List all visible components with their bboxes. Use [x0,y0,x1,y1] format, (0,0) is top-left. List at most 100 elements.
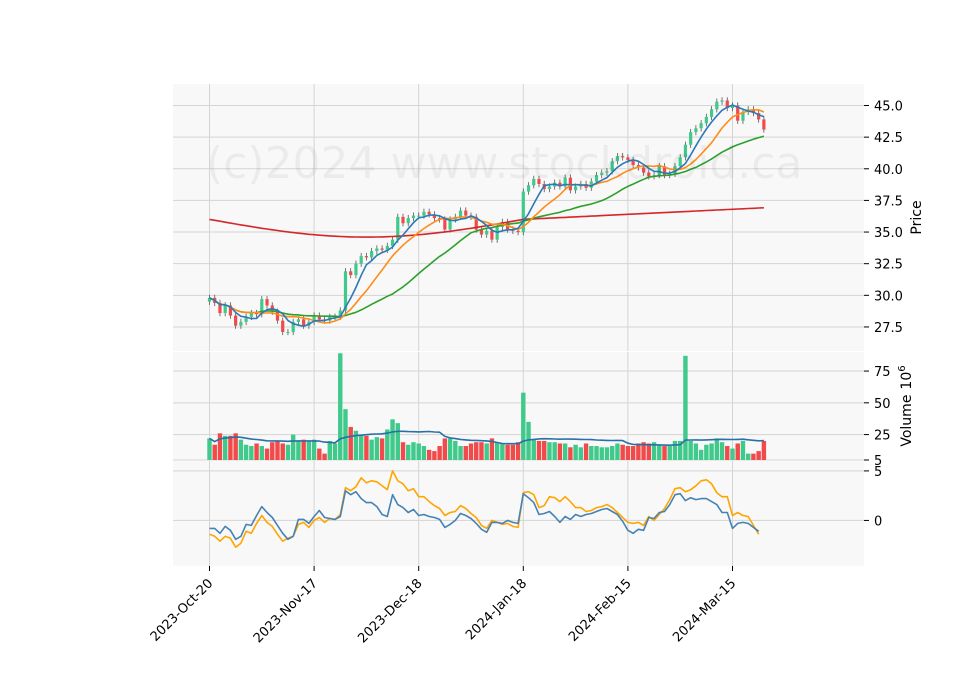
candle-down [631,159,635,165]
candle-up [458,210,463,217]
volume-bar [568,447,573,460]
candle-up [730,105,735,109]
volume-bar [238,439,244,460]
volume-bar [249,446,254,460]
volume-bar [688,440,693,460]
volume-bar [521,392,526,460]
candle-down [302,319,306,326]
volume-bar [510,444,516,460]
moving-average-10 [209,104,765,328]
candle-up [563,177,567,187]
price-y-tick-label: 42.5 [874,131,903,146]
candle-down [432,214,436,219]
volume-bar [290,434,296,460]
volume-y-tick-label: 5 [874,454,882,469]
candle-down [228,305,233,316]
candle-up [521,191,525,233]
x-axis: 2023-Oct-20 2023-Nov-17 2023-Dec-18 2024-Ja… [148,566,739,646]
volume-bar [453,440,458,460]
volume-axis-label-exponent: 6 [897,365,908,371]
volume-bar [662,446,667,460]
candle-up [547,186,552,190]
volume-bar [385,429,390,460]
candle-up [296,319,301,322]
candle-up [417,215,421,217]
volume-bar [693,443,699,460]
x-tick-label: 2024-Jan-18 [463,576,530,643]
moving-average-20 [209,108,765,324]
volume-bar [625,446,631,460]
price-y-tick-label: 30.0 [874,289,903,304]
candle-down [254,313,259,315]
volume-bar [259,446,264,460]
oscillator-panel: 05 [173,461,882,566]
x-tick-label: 2023-Dec-18 [355,576,425,646]
price-panel: 27.5 30.0 32.5 35.0 37.5 40.0 42.5 45.0 [173,84,903,351]
x-tick-label: 2024-Mar-15 [670,576,739,645]
candle-down [762,119,766,130]
candle-down [401,216,405,224]
volume-bar [416,443,421,460]
volume-bar [562,443,568,460]
candle-up [396,216,400,240]
candle-down [317,315,321,320]
volume-bar [719,442,725,460]
candle-up [704,116,708,124]
candle-down [647,172,651,177]
x-tick-label: 2023-Nov-17 [251,576,321,646]
volume-bar [447,438,453,460]
volume-bar [547,442,552,460]
volume-bar [641,442,646,460]
volume-bar [610,446,615,460]
volume-bar [301,439,306,460]
price-y-tick-label: 40.0 [874,163,903,178]
volume-bar [395,423,400,460]
volume-bar [672,440,678,460]
candle-up [594,175,599,182]
candle-down [621,156,625,158]
volume-bar [338,353,343,460]
volume-y-tick-label: 25 [874,429,891,444]
volume-bar [761,440,767,460]
volume-bar [756,451,761,460]
volume-bar [426,449,432,460]
candle-up [422,211,426,216]
volume-y-tick-label: 50 [874,397,891,412]
volume-bar [228,435,233,460]
volume-bar [531,439,536,460]
volume-bar [432,451,437,460]
volume-bar [552,442,557,460]
volume-bar [494,442,500,460]
volume-axis-label: Volume 106 [897,365,915,446]
candle-up [574,186,578,191]
volume-bar [505,444,510,460]
volume-bar [594,446,599,460]
candle-down [516,230,520,233]
candle-down [662,166,667,176]
volume-bar [636,443,641,460]
volume-bar [714,438,720,460]
volume-bar [526,421,531,460]
candle-up [260,299,264,315]
volume-bar [542,440,547,460]
price-y-tick-label: 37.5 [874,194,903,209]
volume-bar [698,449,704,460]
candle-down [558,182,562,187]
volume-bar [358,434,364,460]
volume-bar [343,409,348,460]
volume-bar [484,443,489,460]
candle-down [474,216,478,230]
volume-bar [615,443,620,460]
volume-bar [683,355,688,460]
volume-bar [348,426,353,460]
candle-down [427,211,431,215]
candle-up [689,132,693,145]
volume-bar [317,448,322,460]
price-axis-label: Price [909,200,925,234]
candle-down [275,311,280,321]
moving-average-50 [209,135,765,318]
volume-bar [704,444,709,460]
volume-bar [463,446,468,460]
volume-bar [296,440,301,460]
oscillator-y-tick-label: 0 [874,514,882,529]
